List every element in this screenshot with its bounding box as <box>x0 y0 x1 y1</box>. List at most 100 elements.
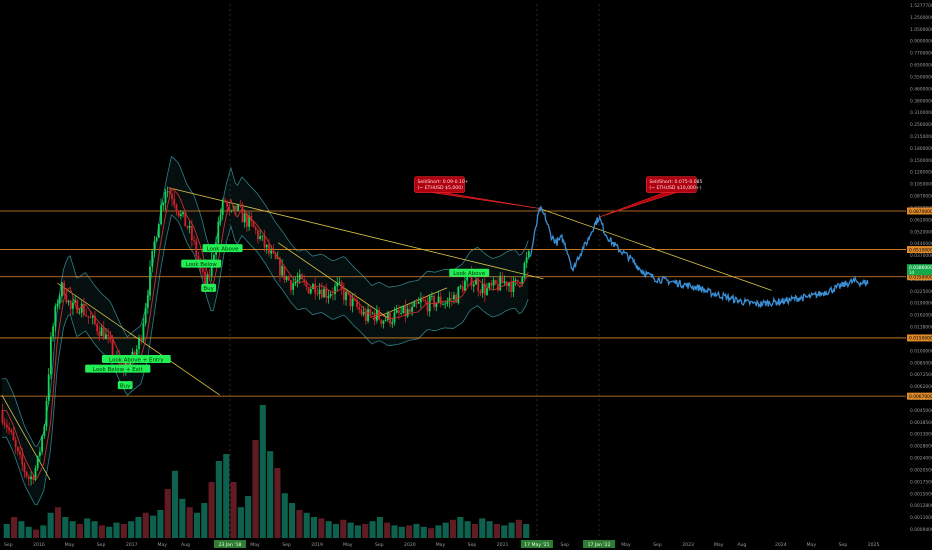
candle[interactable] <box>437 296 440 303</box>
candle[interactable] <box>27 476 30 480</box>
candle[interactable] <box>160 205 162 225</box>
candle[interactable] <box>272 250 275 253</box>
candle[interactable] <box>318 289 321 294</box>
candle[interactable] <box>305 282 308 288</box>
candle[interactable] <box>362 311 365 315</box>
candle[interactable] <box>221 200 224 215</box>
candle[interactable] <box>38 451 41 456</box>
candle[interactable] <box>268 244 270 254</box>
candle[interactable] <box>472 284 475 287</box>
candle[interactable] <box>466 276 469 281</box>
candle[interactable] <box>76 300 79 314</box>
candle[interactable] <box>433 295 436 308</box>
candle[interactable] <box>501 275 504 284</box>
candle[interactable] <box>457 287 460 303</box>
signal-label[interactable]: Look Below <box>181 259 222 268</box>
candle[interactable] <box>58 296 61 304</box>
candle[interactable] <box>345 292 347 300</box>
candle[interactable] <box>56 303 59 307</box>
candle[interactable] <box>140 337 143 341</box>
candle[interactable] <box>486 288 488 295</box>
candle[interactable] <box>100 327 103 337</box>
candle[interactable] <box>492 280 495 286</box>
candle[interactable] <box>208 275 211 277</box>
candle[interactable] <box>508 282 510 287</box>
candle[interactable] <box>146 295 149 308</box>
candle[interactable] <box>155 237 158 242</box>
candle[interactable] <box>281 266 284 276</box>
candle[interactable] <box>512 280 515 293</box>
candle[interactable] <box>63 282 66 295</box>
candle[interactable] <box>479 291 482 294</box>
candle[interactable] <box>41 435 43 452</box>
candle[interactable] <box>323 288 325 298</box>
signal-label[interactable]: Look Above <box>202 244 243 252</box>
candle[interactable] <box>459 286 462 288</box>
candle[interactable] <box>45 400 48 427</box>
candle[interactable] <box>464 280 466 291</box>
candle[interactable] <box>3 423 6 425</box>
signal-label[interactable]: Buy <box>117 381 133 389</box>
candle[interactable] <box>503 281 506 284</box>
signals-layer[interactable]: Buy Look Below + Exit Look Above + Entry Bu… <box>85 244 490 389</box>
candle[interactable] <box>259 236 262 239</box>
candle[interactable] <box>453 294 455 300</box>
candle[interactable] <box>481 283 484 294</box>
candle[interactable] <box>329 293 332 297</box>
candle[interactable] <box>442 304 444 306</box>
candle[interactable] <box>175 204 178 211</box>
callout[interactable]: Sell/Short: 0.09-0.10+(~ ETHUSD $5,000) <box>414 176 540 209</box>
candle[interactable] <box>10 429 13 433</box>
trendlines-layer[interactable] <box>1 187 772 481</box>
callouts-layer[interactable]: Sell/Short: 0.09-0.10+(~ ETHUSD $5,000)S… <box>414 176 703 218</box>
trendline[interactable] <box>372 287 448 320</box>
candle[interactable] <box>87 316 90 318</box>
candle[interactable] <box>296 279 299 282</box>
time-marker-tag[interactable]: 17 Jan '22 <box>583 540 616 548</box>
candle[interactable] <box>316 293 319 295</box>
trendline[interactable] <box>277 242 390 320</box>
candle[interactable] <box>127 362 129 368</box>
candle[interactable] <box>490 283 493 286</box>
candle[interactable] <box>420 299 422 303</box>
candle[interactable] <box>47 374 50 401</box>
candle[interactable] <box>72 302 74 309</box>
candle[interactable] <box>239 204 242 207</box>
candle[interactable] <box>369 309 372 314</box>
candle[interactable] <box>261 235 264 237</box>
candle[interactable] <box>497 283 499 291</box>
candle[interactable] <box>340 282 343 289</box>
trendline[interactable] <box>539 208 772 291</box>
candle[interactable] <box>448 298 451 302</box>
candle[interactable] <box>338 282 341 284</box>
projection-layer[interactable] <box>529 205 869 309</box>
candle[interactable] <box>292 283 295 290</box>
candle[interactable] <box>342 288 345 300</box>
candle[interactable] <box>212 254 215 260</box>
candle[interactable] <box>424 300 427 302</box>
candle[interactable] <box>402 305 405 313</box>
candle[interactable] <box>186 226 189 228</box>
candle[interactable] <box>263 235 266 248</box>
candle[interactable] <box>307 287 310 294</box>
candle[interactable] <box>477 279 480 292</box>
candle[interactable] <box>241 206 244 223</box>
candle[interactable] <box>166 191 169 193</box>
candle[interactable] <box>252 221 255 228</box>
candle[interactable] <box>336 283 339 287</box>
candle[interactable] <box>226 201 228 207</box>
candle[interactable] <box>444 303 447 305</box>
candle[interactable] <box>83 303 85 316</box>
candle[interactable] <box>50 336 52 375</box>
time-marker-tag[interactable]: 23 Jan '18 <box>213 540 246 548</box>
candle[interactable] <box>303 279 306 283</box>
candle[interactable] <box>109 336 112 341</box>
candle[interactable] <box>358 306 361 310</box>
candle[interactable] <box>102 327 105 340</box>
candle[interactable] <box>32 476 35 480</box>
candle[interactable] <box>320 289 323 298</box>
